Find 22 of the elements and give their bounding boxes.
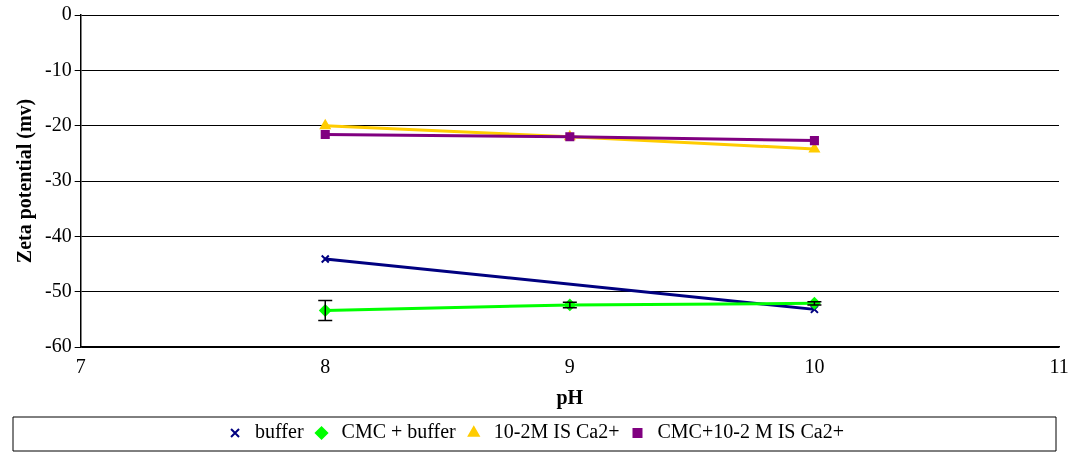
x-tick-label: 8 <box>320 355 331 378</box>
point <box>319 119 331 130</box>
legend-label: CMC+10-2 M IS Ca2+ <box>657 420 844 443</box>
legend-label: CMC + buffer <box>341 420 457 443</box>
legend-label: 10-2M IS Ca2+ <box>493 420 620 443</box>
x-tick-label: 10 <box>804 355 825 378</box>
y-tick-label: -50 <box>44 278 72 301</box>
x-axis-title: pH <box>556 386 584 410</box>
point <box>320 254 330 264</box>
y-tick-label: -10 <box>44 57 72 80</box>
y-tick-label: 0 <box>61 2 72 25</box>
y-tick-label: -60 <box>44 334 72 357</box>
point <box>320 129 330 140</box>
x-tick-label: 11 <box>1049 355 1069 378</box>
y-tick-label: -30 <box>44 168 72 191</box>
x-tick-label: 9 <box>564 355 575 378</box>
y-axis-title: Zeta potential (mv) <box>13 98 37 264</box>
legend-label: buffer <box>255 420 304 443</box>
y-tick-label: -20 <box>44 112 72 135</box>
x-tick-label: 7 <box>75 355 86 378</box>
y-tick-label: -40 <box>44 223 72 246</box>
point <box>809 136 819 146</box>
